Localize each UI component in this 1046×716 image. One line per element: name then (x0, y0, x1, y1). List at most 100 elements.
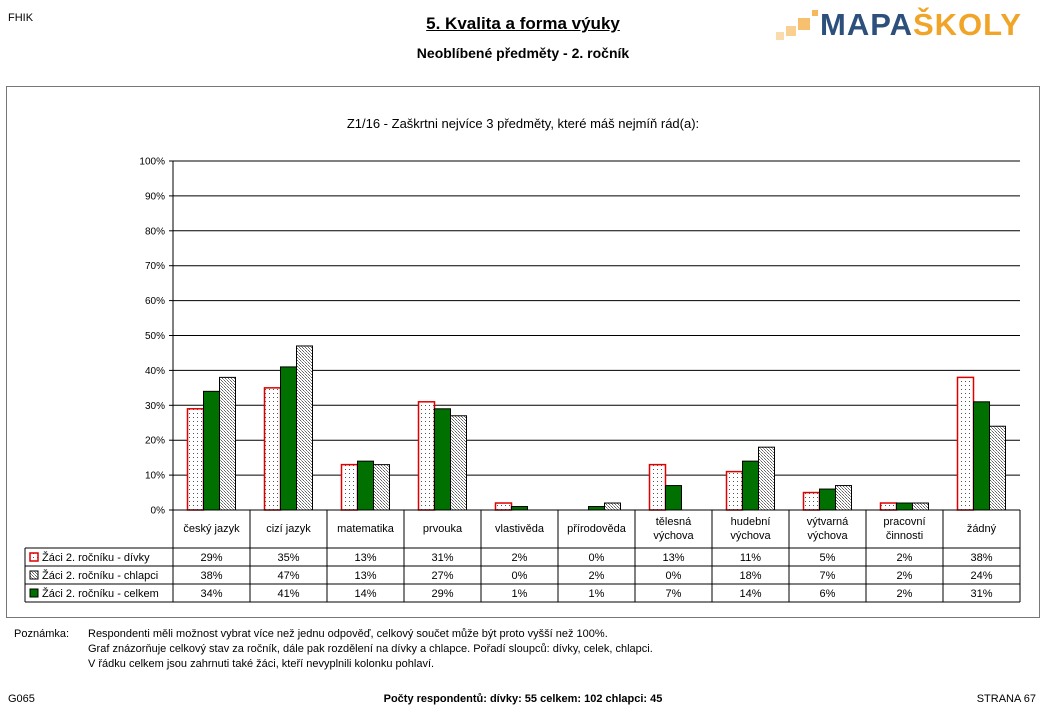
legend-label: Žáci 2. ročníku - celkem (42, 587, 159, 600)
data-label: 13% (354, 552, 376, 564)
report-code: FHIK (8, 12, 34, 24)
data-label: 14% (354, 588, 376, 600)
logo-square (798, 18, 810, 30)
data-label: 38% (200, 570, 222, 582)
category-label: výchova (653, 530, 694, 542)
bar-celkem (665, 485, 682, 511)
bar-chlapci (758, 446, 775, 511)
data-label: 29% (200, 552, 222, 564)
bar-celkem (203, 390, 220, 511)
bar-chlapci (989, 425, 1006, 511)
category-label: cizí jazyk (266, 523, 311, 535)
bar-chlapci (912, 502, 929, 511)
legend-swatch (29, 588, 39, 598)
bar-chlapci (296, 345, 313, 511)
bar-celkem (434, 408, 451, 511)
data-label: 35% (277, 552, 299, 564)
data-label: 2% (897, 570, 913, 582)
page-number: STRANA 67 (976, 693, 1036, 705)
bar-chlapci (604, 502, 621, 511)
data-label: 7% (666, 588, 682, 600)
y-tick-label: 80% (145, 226, 165, 237)
legend-swatch (29, 570, 39, 580)
bars (186, 345, 1006, 511)
category-label: prvouka (423, 523, 463, 535)
data-label: 31% (970, 588, 992, 600)
category-label: pracovní (883, 516, 925, 528)
category-label: přírodověda (567, 523, 627, 535)
data-label: 2% (512, 552, 528, 564)
y-tick-label: 100% (139, 157, 165, 168)
data-label: 24% (970, 570, 992, 582)
data-label: 0% (512, 570, 528, 582)
data-label: 7% (820, 570, 836, 582)
category-label: výchova (730, 530, 771, 542)
y-tick-label: 50% (145, 331, 165, 342)
bar-divky (802, 491, 821, 511)
data-label: 0% (666, 570, 682, 582)
category-label: výtvarná (807, 516, 849, 528)
y-tick-label: 70% (145, 261, 165, 272)
chart-title: Z1/16 - Zaškrtni nejvíce 3 předměty, kte… (346, 116, 700, 131)
data-label: 38% (970, 552, 992, 564)
logo-wordmark: MAPAŠKOLY (820, 7, 1022, 42)
category-label: český jazyk (183, 523, 240, 535)
bar-divky (494, 502, 513, 511)
data-label: 13% (354, 570, 376, 582)
note-line: Respondenti měli možnost vybrat více než… (88, 628, 608, 640)
category-label: tělesná (656, 516, 692, 528)
bar-chlapci (450, 415, 467, 511)
data-label: 1% (589, 588, 605, 600)
data-label: 34% (200, 588, 222, 600)
category-label: vlastivěda (495, 523, 545, 535)
data-label: 1% (512, 588, 528, 600)
chart-frame (6, 86, 1040, 618)
bar-celkem (742, 460, 759, 511)
y-tick-label: 90% (145, 191, 165, 202)
y-tick-label: 40% (145, 366, 165, 377)
page-subtitle: Neoblíbené předměty - 2. ročník (416, 45, 630, 61)
bar-divky (263, 387, 282, 511)
bar-celkem (280, 366, 297, 511)
y-axis-ticks: 0% 10% 20% 30% 40% 50% 60% 70% 80% 90% 100% (139, 157, 165, 517)
data-table: český jazyk cizí jazyk matematika prvouka vl… (24, 509, 1021, 603)
logo-square (812, 10, 818, 16)
bar-divky (648, 463, 667, 511)
data-label: 41% (277, 588, 299, 600)
bar-divky (956, 376, 975, 511)
y-tick-label: 60% (145, 296, 165, 307)
category-label: výchova (807, 530, 848, 542)
category-label: žádný (967, 523, 997, 535)
bar-celkem (973, 401, 990, 511)
note-line: Graf znázorňuje celkový stav za ročník, … (88, 643, 653, 655)
bar-divky (186, 408, 205, 511)
bar-celkem (357, 460, 374, 511)
legend-label: Žáci 2. ročníku - chlapci (42, 569, 158, 582)
data-label: 0% (589, 552, 605, 564)
data-label: 2% (589, 570, 605, 582)
bar-divky (417, 401, 436, 511)
bar-chlapci (373, 464, 390, 511)
y-tick-label: 30% (145, 401, 165, 412)
mapaskoly-logo: MAPAŠKOLY (776, 8, 1036, 42)
y-tick-label: 10% (145, 471, 165, 482)
bar-celkem (588, 506, 605, 511)
data-label: 47% (277, 570, 299, 582)
notes-label: Poznámka: (14, 628, 70, 640)
bar-celkem (896, 502, 913, 511)
category-label: matematika (337, 523, 395, 535)
bar-celkem (819, 488, 836, 511)
bar-divky (340, 463, 359, 511)
logo-square (786, 26, 796, 36)
y-tick-label: 20% (145, 436, 165, 447)
category-label: hudební (731, 516, 771, 528)
data-label: 6% (820, 588, 836, 600)
bar-divky (725, 470, 744, 511)
category-label: činnosti (886, 530, 923, 542)
data-label: 14% (739, 588, 761, 600)
footer-code: G065 (8, 693, 35, 705)
data-label: 5% (820, 552, 836, 564)
bar-celkem (511, 506, 528, 511)
data-label: 11% (740, 552, 761, 564)
